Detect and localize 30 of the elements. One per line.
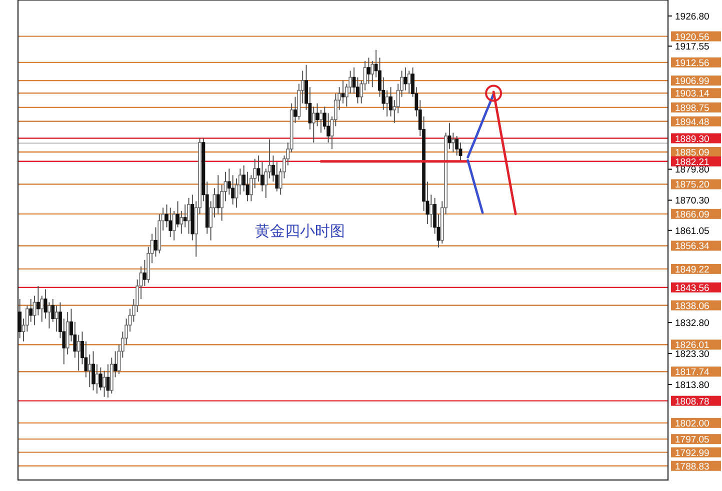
ref-line-label: 1920.56 — [675, 32, 710, 43]
ref-line-label: 1849.22 — [675, 264, 710, 276]
y-tick-label: 1870.30 — [675, 196, 710, 207]
y-tick-label: 1832.80 — [675, 318, 710, 329]
ref-line-label: 1808.78 — [675, 396, 710, 408]
ref-line-label: 1912.56 — [675, 58, 710, 69]
ref-line-label: 1898.75 — [675, 102, 710, 114]
ref-line-label: 1866.09 — [675, 209, 710, 220]
ref-line-label: 1797.05 — [675, 434, 710, 446]
ref-line-label: 1802.00 — [675, 418, 710, 430]
y-tick-label: 1813.80 — [675, 380, 710, 391]
ref-line-label: 1843.56 — [675, 282, 710, 294]
y-tick-label: 1861.05 — [675, 226, 710, 237]
ref-line-label: 1826.01 — [675, 340, 710, 352]
ref-line-label: 1906.99 — [675, 76, 710, 88]
y-tick-label: 1917.55 — [675, 42, 710, 53]
y-tick-label: 1926.80 — [675, 11, 710, 22]
ref-line-label: 1838.06 — [675, 300, 710, 312]
ref-line-label: 1788.83 — [675, 461, 710, 472]
y-tick-label: 1823.30 — [675, 348, 710, 360]
ref-line-label: 1894.48 — [675, 116, 710, 128]
ref-line-label: 1903.14 — [675, 88, 710, 100]
ref-line-label: 1817.74 — [675, 367, 710, 378]
ref-line-label: 1856.34 — [675, 241, 710, 252]
ref-line-label: 1885.09 — [675, 147, 710, 158]
y-tick-label: 1879.80 — [675, 164, 710, 176]
ref-line-label: 1792.99 — [675, 448, 710, 459]
ref-line-label: 1889.30 — [675, 134, 710, 145]
ref-line-label: 1875.20 — [675, 180, 710, 191]
annotation: 黄金四小时图 — [255, 223, 345, 240]
